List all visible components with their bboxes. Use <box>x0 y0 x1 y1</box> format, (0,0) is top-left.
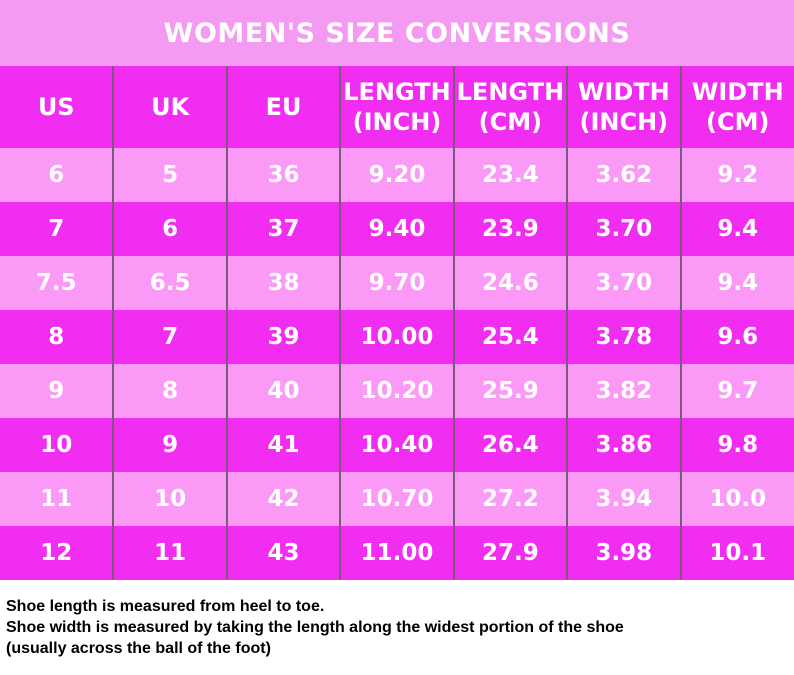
cell-uk: 7 <box>112 310 227 364</box>
cell-eu: 43 <box>225 526 341 580</box>
table-row: 7 6 37 9.40 23.9 3.70 9.4 <box>0 202 794 256</box>
cell-uk: 6.5 <box>112 256 227 310</box>
cell-uk: 6 <box>112 202 227 256</box>
cell-us: 12 <box>0 526 114 580</box>
cell-width-cm: 9.4 <box>679 256 794 310</box>
table-row: 11 10 42 10.70 27.2 3.94 10.0 <box>0 472 794 526</box>
cell-uk: 9 <box>112 418 227 472</box>
cell-eu: 36 <box>225 148 341 202</box>
cell-length-cm: 23.9 <box>452 202 568 256</box>
cell-width-cm: 9.4 <box>679 202 794 256</box>
cell-width-cm: 9.2 <box>679 148 794 202</box>
cell-length-cm: 25.4 <box>452 310 568 364</box>
size-table: US UK EU LENGTH (INCH) LENGTH (CM) WIDTH (I… <box>0 66 794 580</box>
col-header-eu: EU <box>225 66 341 148</box>
cell-width-inch: 3.70 <box>566 256 681 310</box>
table-row: 9 8 40 10.20 25.9 3.82 9.7 <box>0 364 794 418</box>
chart-title: WOMEN'S SIZE CONVERSIONS <box>0 0 794 66</box>
cell-width-cm: 10.0 <box>679 472 794 526</box>
cell-width-cm: 9.6 <box>679 310 794 364</box>
cell-width-cm: 9.8 <box>679 418 794 472</box>
cell-eu: 37 <box>225 202 341 256</box>
cell-length-cm: 26.4 <box>452 418 568 472</box>
cell-uk: 10 <box>112 472 227 526</box>
cell-width-cm: 9.7 <box>679 364 794 418</box>
table-row: 12 11 43 11.00 27.9 3.98 10.1 <box>0 526 794 580</box>
size-conversion-chart: WOMEN'S SIZE CONVERSIONS US UK EU LENGTH… <box>0 0 794 580</box>
cell-length-cm: 25.9 <box>452 364 568 418</box>
cell-width-inch: 3.62 <box>566 148 681 202</box>
cell-us: 7.5 <box>0 256 114 310</box>
cell-eu: 39 <box>225 310 341 364</box>
cell-length-inch: 10.00 <box>339 310 454 364</box>
cell-width-cm: 10.1 <box>679 526 794 580</box>
cell-width-inch: 3.98 <box>566 526 681 580</box>
col-header-us: US <box>0 66 114 148</box>
table-row: 7.5 6.5 38 9.70 24.6 3.70 9.4 <box>0 256 794 310</box>
cell-length-inch: 11.00 <box>339 526 454 580</box>
cell-width-inch: 3.94 <box>566 472 681 526</box>
cell-us: 6 <box>0 148 114 202</box>
cell-length-inch: 10.20 <box>339 364 454 418</box>
table-row: 6 5 36 9.20 23.4 3.62 9.2 <box>0 148 794 202</box>
cell-width-inch: 3.86 <box>566 418 681 472</box>
cell-eu: 42 <box>225 472 341 526</box>
cell-length-cm: 27.2 <box>452 472 568 526</box>
cell-uk: 8 <box>112 364 227 418</box>
note-length: Shoe length is measured from heel to toe… <box>6 598 325 615</box>
table-row: 8 7 39 10.00 25.4 3.78 9.6 <box>0 310 794 364</box>
col-header-width-inch: WIDTH (INCH) <box>566 66 681 148</box>
measurement-notes: Shoe length is measured from heel to toe… <box>6 596 792 659</box>
cell-us: 9 <box>0 364 114 418</box>
note-width-detail: (usually across the ball of the foot) <box>6 640 271 657</box>
col-header-length-cm: LENGTH (CM) <box>452 66 568 148</box>
cell-length-inch: 9.70 <box>339 256 454 310</box>
col-header-length-inch: LENGTH (INCH) <box>339 66 454 148</box>
cell-eu: 38 <box>225 256 341 310</box>
col-header-uk: UK <box>112 66 227 148</box>
cell-width-inch: 3.78 <box>566 310 681 364</box>
table-row: 10 9 41 10.40 26.4 3.86 9.8 <box>0 418 794 472</box>
cell-length-cm: 23.4 <box>452 148 568 202</box>
cell-uk: 5 <box>112 148 227 202</box>
cell-length-inch: 9.40 <box>339 202 454 256</box>
header-row: US UK EU LENGTH (INCH) LENGTH (CM) WIDTH (I… <box>0 66 794 148</box>
col-header-width-cm: WIDTH (CM) <box>679 66 794 148</box>
cell-us: 7 <box>0 202 114 256</box>
cell-length-inch: 10.40 <box>339 418 454 472</box>
cell-length-cm: 24.6 <box>452 256 568 310</box>
cell-width-inch: 3.70 <box>566 202 681 256</box>
cell-eu: 40 <box>225 364 341 418</box>
cell-uk: 11 <box>112 526 227 580</box>
cell-length-inch: 10.70 <box>339 472 454 526</box>
cell-eu: 41 <box>225 418 341 472</box>
cell-length-inch: 9.20 <box>339 148 454 202</box>
cell-width-inch: 3.82 <box>566 364 681 418</box>
cell-length-cm: 27.9 <box>452 526 568 580</box>
cell-us: 10 <box>0 418 114 472</box>
note-width: Shoe width is measured by taking the len… <box>6 619 624 636</box>
cell-us: 8 <box>0 310 114 364</box>
cell-us: 11 <box>0 472 114 526</box>
